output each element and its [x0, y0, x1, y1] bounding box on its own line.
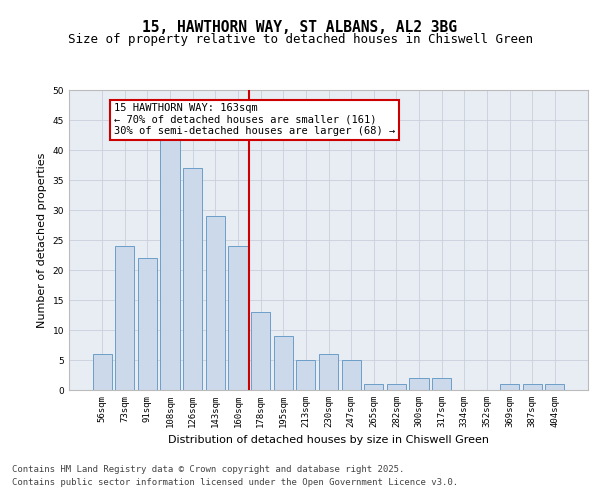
Bar	[523, 384, 542, 390]
Text: Contains public sector information licensed under the Open Government Licence v3: Contains public sector information licen…	[12, 478, 458, 487]
Bar	[229, 246, 248, 390]
Text: Contains HM Land Registry data © Crown copyright and database right 2025.: Contains HM Land Registry data © Crown c…	[12, 465, 404, 474]
X-axis label: Distribution of detached houses by size in Chiswell Green: Distribution of detached houses by size …	[168, 436, 489, 446]
Bar	[545, 384, 565, 390]
Bar	[500, 384, 519, 390]
Text: 15 HAWTHORN WAY: 163sqm
← 70% of detached houses are smaller (161)
30% of semi-d: 15 HAWTHORN WAY: 163sqm ← 70% of detache…	[114, 103, 395, 136]
Text: 15, HAWTHORN WAY, ST ALBANS, AL2 3BG: 15, HAWTHORN WAY, ST ALBANS, AL2 3BG	[143, 20, 458, 35]
Bar	[251, 312, 270, 390]
Bar	[138, 258, 157, 390]
Text: Size of property relative to detached houses in Chiswell Green: Size of property relative to detached ho…	[67, 33, 533, 46]
Bar	[92, 354, 112, 390]
Bar	[387, 384, 406, 390]
Bar	[115, 246, 134, 390]
Bar	[206, 216, 225, 390]
Bar	[274, 336, 293, 390]
Y-axis label: Number of detached properties: Number of detached properties	[37, 152, 47, 328]
Bar	[183, 168, 202, 390]
Bar	[341, 360, 361, 390]
Bar	[160, 138, 180, 390]
Bar	[364, 384, 383, 390]
Bar	[319, 354, 338, 390]
Bar	[409, 378, 428, 390]
Bar	[296, 360, 316, 390]
Bar	[432, 378, 451, 390]
